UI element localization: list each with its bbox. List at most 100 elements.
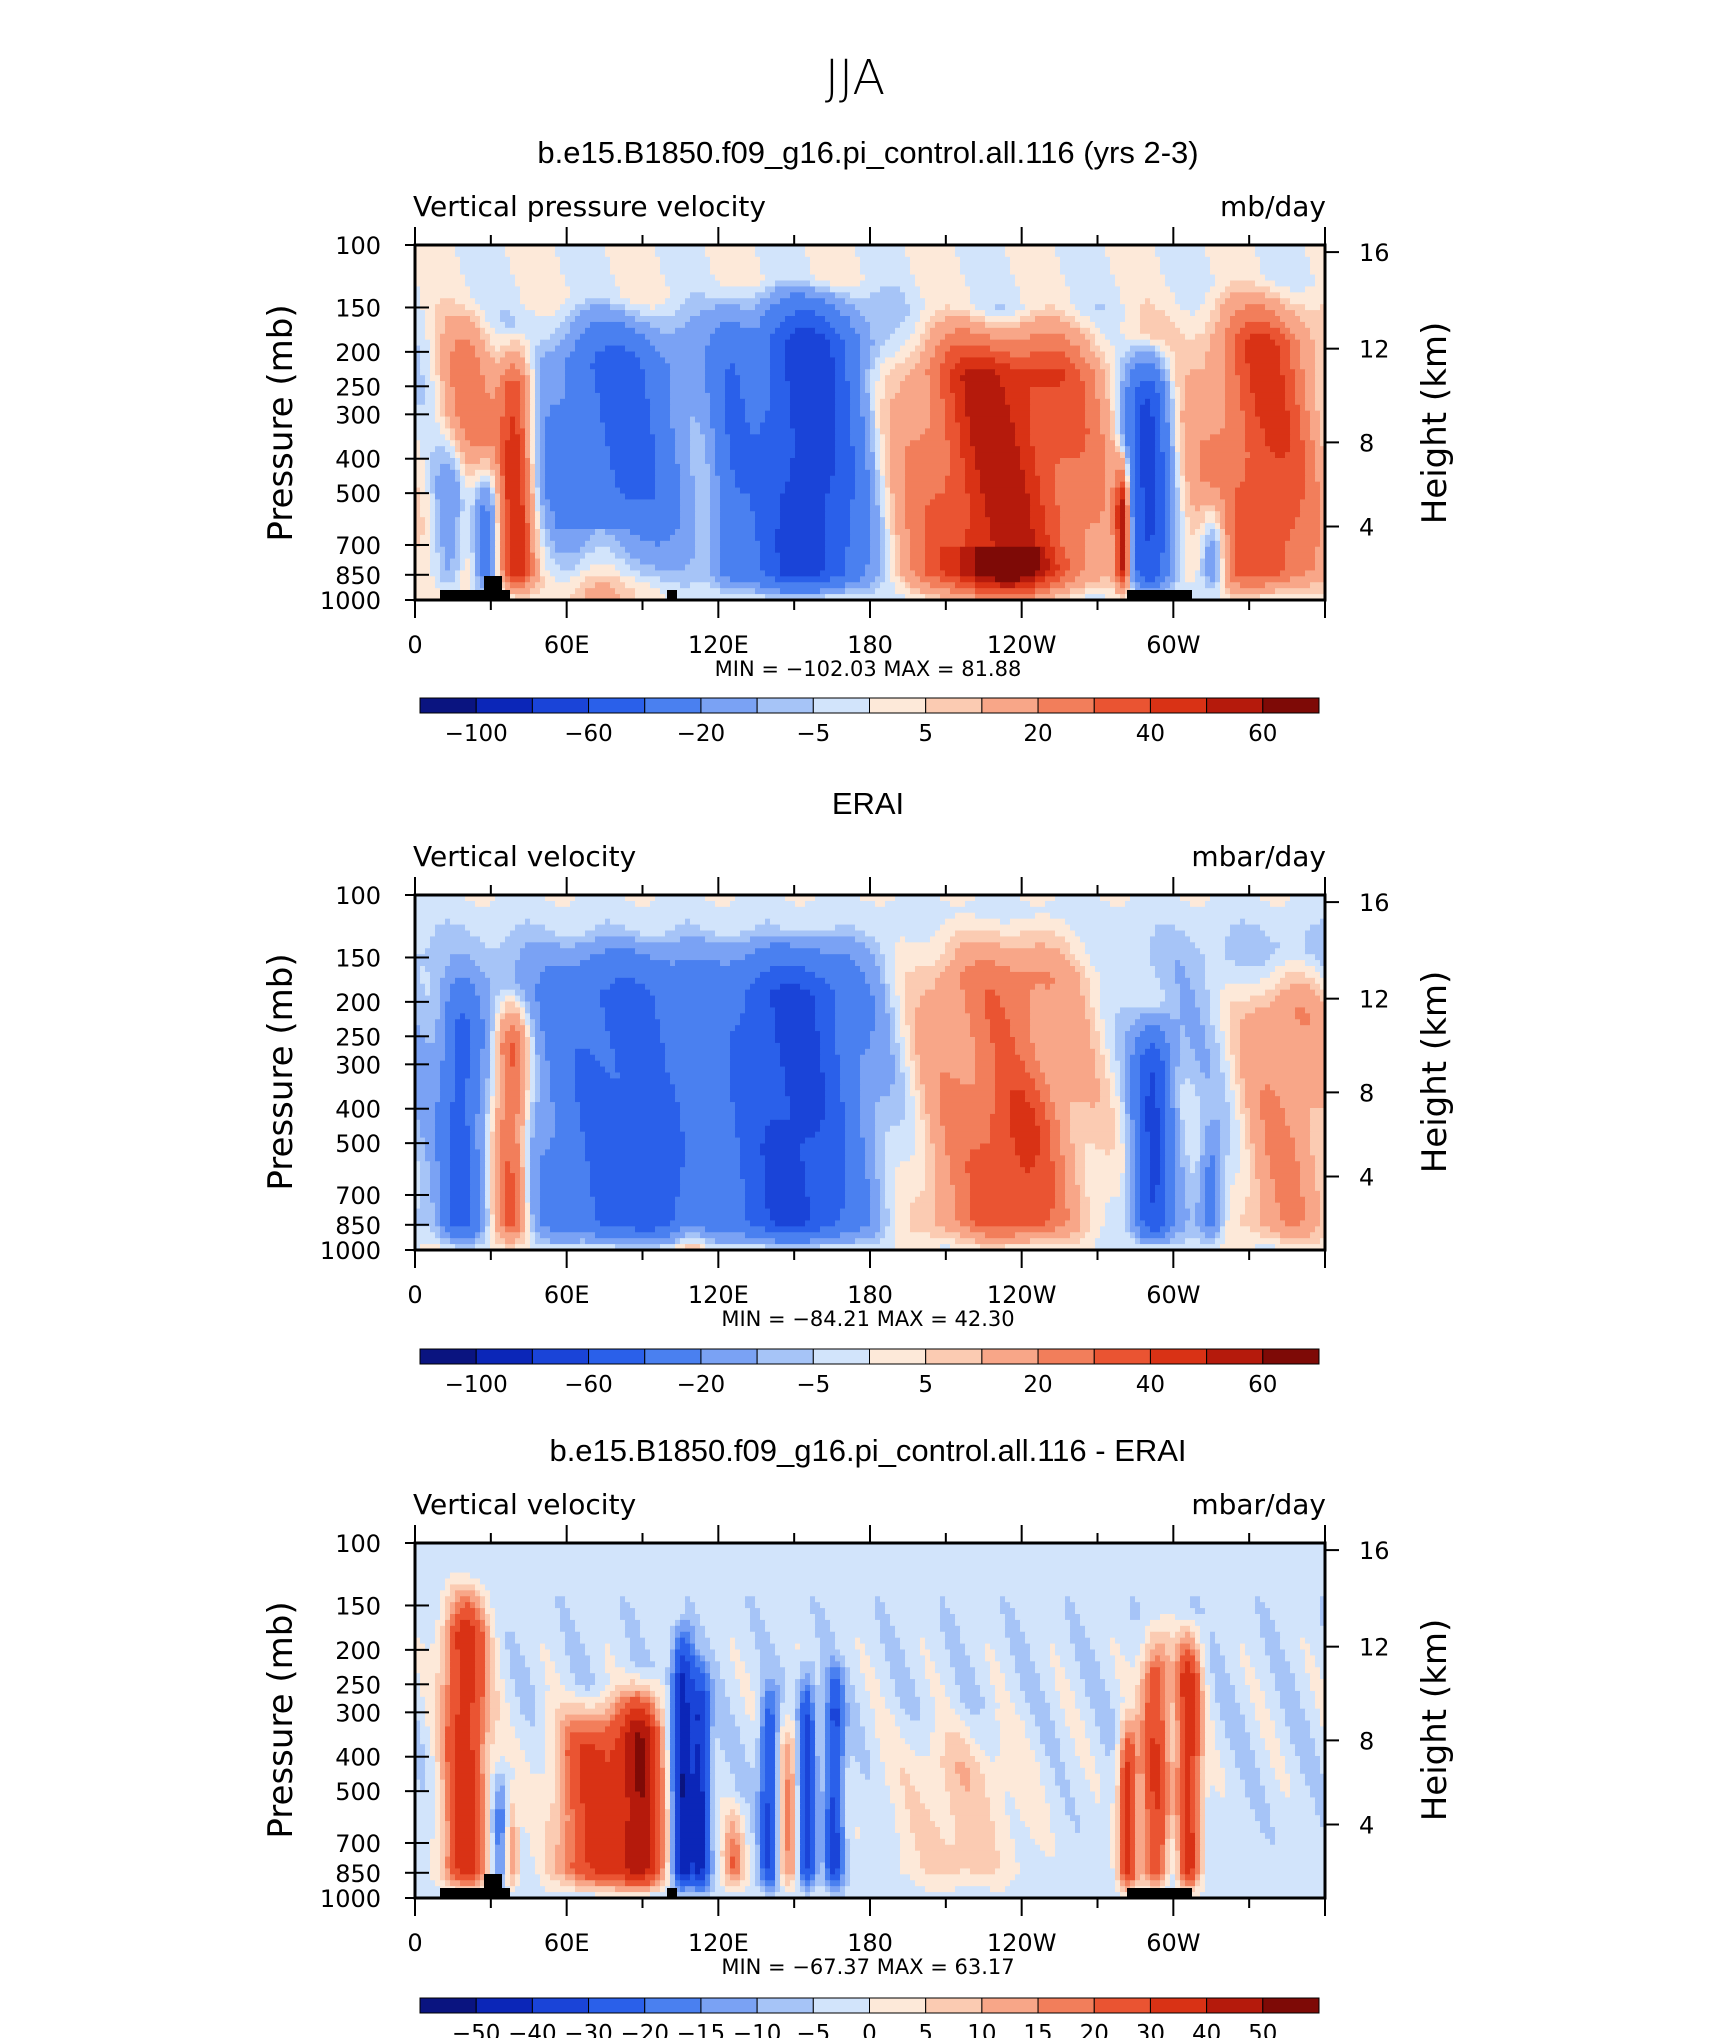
contour-cell — [455, 576, 461, 583]
contour-cell — [1175, 452, 1181, 459]
contour-cell — [1180, 1042, 1191, 1050]
contour-cell — [490, 983, 521, 991]
contour-cell — [475, 351, 491, 359]
contour-cell — [600, 995, 656, 1003]
contour-cell — [1115, 363, 1121, 370]
contour-cell — [1305, 321, 1326, 329]
contour-cell — [1310, 1019, 1326, 1026]
contour-cell — [1175, 1149, 1181, 1156]
contour-cell — [680, 511, 696, 518]
contour-cell — [1185, 529, 1191, 536]
contour-cell — [710, 410, 726, 418]
contour-cell — [490, 1090, 496, 1097]
contour-cell — [890, 499, 896, 506]
contour-cell — [1150, 1078, 1156, 1085]
contour-cell — [705, 292, 756, 299]
contour-cell — [1120, 387, 1126, 394]
contour-cell — [705, 369, 726, 376]
contour-cell — [1255, 245, 1306, 252]
contour-cell — [530, 387, 536, 394]
contour-cell — [970, 327, 1081, 335]
contour-cell — [530, 1048, 536, 1056]
contour-cell — [1160, 558, 1171, 566]
contour-cell — [1030, 416, 1086, 424]
contour-cell — [620, 286, 671, 293]
contour-cell — [435, 392, 441, 400]
contour-cell — [1020, 286, 1071, 293]
contour-cell — [505, 558, 511, 566]
contour-cell — [1110, 511, 1116, 518]
contour-cell — [525, 1072, 531, 1080]
contour-cell — [415, 954, 451, 961]
contour-cell — [645, 381, 671, 388]
contour-cell — [735, 1102, 791, 1109]
contour-cell — [1110, 1054, 1116, 1062]
contour-cell — [705, 440, 716, 447]
contour-cell — [415, 493, 421, 501]
contour-cell — [1135, 469, 1141, 477]
contour-cell — [520, 463, 526, 471]
contour-cell — [875, 475, 881, 483]
contour-cell — [500, 558, 506, 566]
contour-cell — [650, 989, 746, 997]
contour-cell — [505, 552, 511, 560]
contour-cell — [475, 1143, 486, 1151]
contour-cell — [675, 434, 691, 441]
contour-cell — [890, 398, 931, 406]
contour-cell — [545, 529, 551, 536]
contour-cell — [1030, 410, 1086, 418]
contour-cell — [625, 304, 651, 311]
contour-cell — [415, 582, 436, 589]
contour-cell — [1250, 387, 1286, 394]
contour-cell — [1225, 369, 1236, 376]
contour-cell — [505, 487, 521, 495]
contour-cell — [495, 564, 501, 572]
contour-cell — [1305, 381, 1316, 388]
contour-cell — [890, 546, 896, 554]
contour-cell — [515, 594, 531, 601]
contour-cell — [1080, 570, 1116, 577]
contour-cell — [855, 245, 906, 252]
contour-cell — [1195, 310, 1211, 317]
contour-cell — [1110, 404, 1116, 412]
contour-cell — [500, 564, 506, 572]
contour-cell — [695, 546, 711, 554]
contour-cell — [525, 369, 531, 376]
contour-cell — [960, 262, 1011, 270]
contour-cell — [1180, 410, 1226, 418]
contour-cell — [1060, 564, 1071, 572]
contour-cell — [485, 375, 501, 382]
contour-cell — [1230, 1025, 1241, 1032]
contour-cell — [1205, 971, 1271, 979]
contour-cell — [1130, 564, 1136, 572]
contour-cell — [1105, 440, 1116, 447]
contour-cell — [1135, 416, 1141, 424]
contour-cell — [1140, 440, 1156, 447]
contour-cell — [1270, 1001, 1326, 1009]
contour-cell — [1050, 1084, 1101, 1091]
contour-cell — [1120, 434, 1126, 441]
contour-cell — [495, 995, 506, 1003]
contour-cell — [665, 594, 766, 601]
contour-cell — [715, 274, 766, 282]
contour-cell — [415, 416, 436, 424]
contour-cell — [1175, 493, 1181, 501]
contour-cell — [540, 369, 566, 376]
contour-cell — [855, 475, 871, 483]
contour-cell — [1010, 1025, 1031, 1032]
contour-cell — [915, 1048, 976, 1056]
contour-cell — [460, 262, 511, 270]
contour-cell — [540, 1013, 606, 1020]
contour-cell — [890, 446, 906, 453]
contour-cell — [990, 1031, 1011, 1038]
contour-cell — [1040, 1125, 1051, 1133]
contour-cell — [495, 446, 501, 453]
contour-cell — [825, 594, 906, 601]
contour-cell — [925, 304, 946, 311]
contour-cell — [455, 440, 461, 447]
contour-cell — [535, 381, 541, 388]
contour-cell — [415, 906, 1326, 914]
contour-cell — [530, 487, 536, 495]
contour-cell — [440, 1072, 456, 1080]
contour-cell — [415, 558, 431, 566]
